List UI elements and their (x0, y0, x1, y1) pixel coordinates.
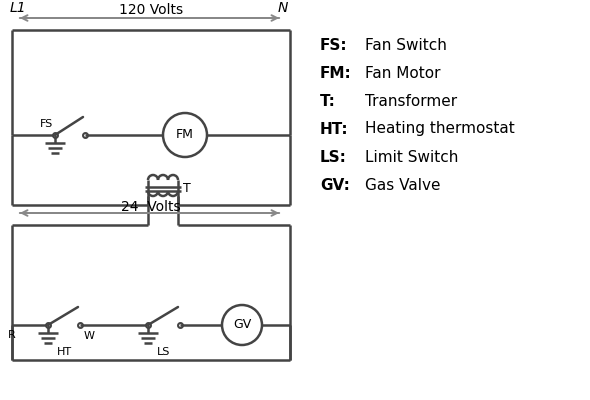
Text: HT:: HT: (320, 122, 349, 136)
Text: R: R (8, 330, 16, 340)
Text: 120 Volts: 120 Volts (119, 3, 183, 17)
Text: N: N (278, 1, 288, 15)
Text: L1: L1 (10, 1, 27, 15)
Text: GV:: GV: (320, 178, 350, 192)
Text: LS: LS (158, 347, 171, 357)
Text: FM:: FM: (320, 66, 352, 80)
Text: LS:: LS: (320, 150, 347, 164)
Text: T: T (183, 182, 191, 196)
Text: GV: GV (233, 318, 251, 332)
Text: 24  Volts: 24 Volts (121, 200, 181, 214)
Text: Heating thermostat: Heating thermostat (365, 122, 514, 136)
Text: T:: T: (320, 94, 336, 108)
Text: FM: FM (176, 128, 194, 142)
Text: Fan Motor: Fan Motor (365, 66, 441, 80)
Text: Transformer: Transformer (365, 94, 457, 108)
Text: W: W (84, 331, 95, 341)
Text: Gas Valve: Gas Valve (365, 178, 441, 192)
Text: FS:: FS: (320, 38, 348, 52)
Text: Limit Switch: Limit Switch (365, 150, 458, 164)
Text: Fan Switch: Fan Switch (365, 38, 447, 52)
Text: HT: HT (57, 347, 71, 357)
Text: FS: FS (40, 119, 53, 129)
